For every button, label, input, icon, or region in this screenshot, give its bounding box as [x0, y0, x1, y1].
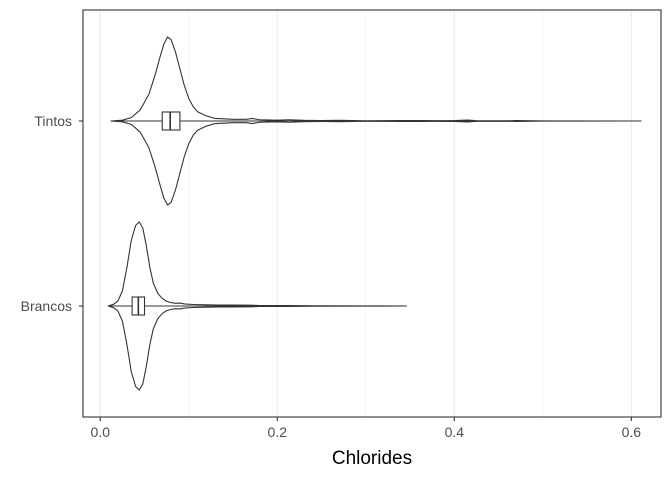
- y-axis: Tintos Brancos: [21, 113, 83, 314]
- panel-border: [82, 9, 662, 418]
- y-tick-label: Tintos: [34, 113, 72, 129]
- x-tick-label: 0.0: [91, 424, 111, 440]
- violins: [107, 36, 642, 391]
- x-axis-title: Chlorides: [332, 448, 412, 469]
- x-axis: 0.0 0.2 0.4 0.6: [91, 417, 642, 440]
- x-tick-label: 0.6: [622, 424, 642, 440]
- gridlines: [99, 10, 632, 417]
- x-tick-label: 0.4: [445, 424, 465, 440]
- x-tick-label: 0.2: [268, 424, 288, 440]
- box-tintos: [161, 111, 181, 131]
- y-tick-label: Brancos: [21, 298, 72, 314]
